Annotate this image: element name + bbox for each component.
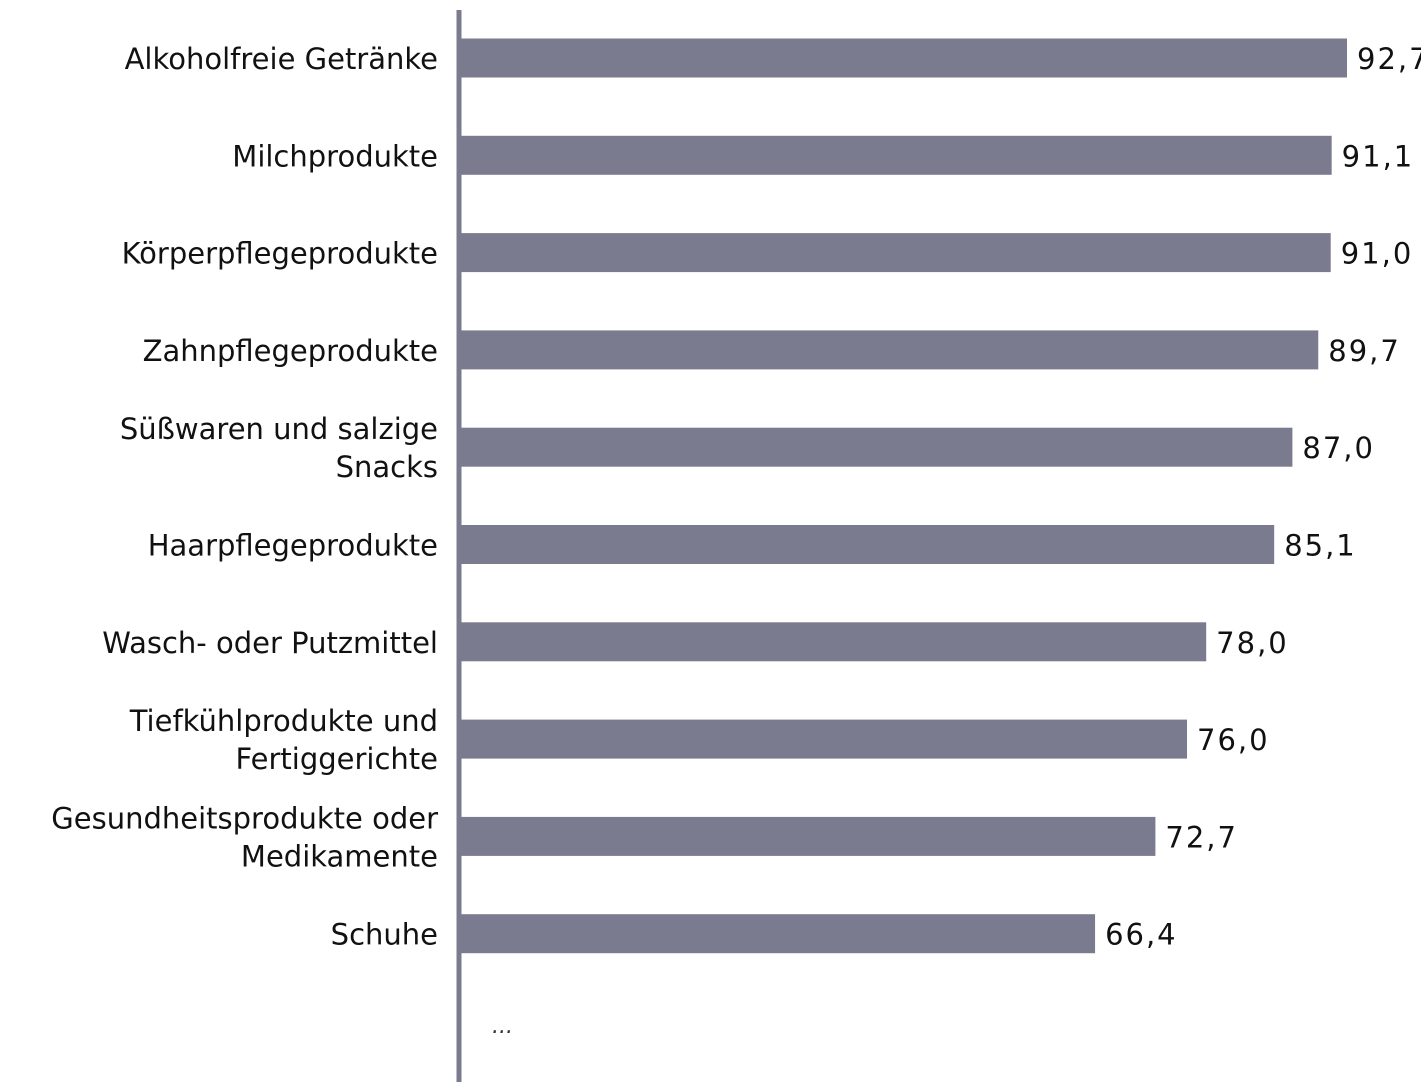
value-label: 76,0 <box>1197 723 1270 757</box>
value-label: 72,7 <box>1165 820 1238 854</box>
category-label-line: Alkoholfreie Getränke <box>125 42 438 76</box>
category-label: Wasch- oder Putzmittel <box>102 626 438 660</box>
bar <box>459 525 1275 564</box>
bar <box>459 330 1319 370</box>
bar <box>459 719 1188 759</box>
category-label-line: Gesundheitsprodukte oder <box>51 801 438 835</box>
bar <box>459 135 1332 175</box>
category-label: Haarpflegeprodukte <box>148 529 438 563</box>
continuation-ellipsis: ... <box>492 1014 513 1039</box>
category-label: Schuhe <box>331 918 438 952</box>
category-label: Zahnpflegeprodukte <box>143 334 438 368</box>
category-label-line: Snacks <box>336 450 438 484</box>
category-label-line: Körperpflegeprodukte <box>122 237 438 271</box>
bar <box>459 233 1331 273</box>
value-label: 89,7 <box>1328 334 1401 368</box>
category-label-line: Fertiggerichte <box>236 742 438 776</box>
category-label: Gesundheitsprodukte oder Medikamente <box>51 801 438 873</box>
category-label-line: Wasch- oder Putzmittel <box>102 626 438 660</box>
category-label: Alkoholfreie Getränke <box>125 42 438 76</box>
category-label-line: Schuhe <box>331 918 438 952</box>
bar <box>459 914 1096 954</box>
value-label: 85,1 <box>1284 529 1357 563</box>
category-label: Tiefkühlprodukte und Fertiggerichte <box>129 704 438 776</box>
category-label-line: Süßwaren und salzige <box>120 412 438 446</box>
bar <box>459 622 1207 662</box>
category-label-line: Haarpflegeprodukte <box>148 529 438 563</box>
category-label: Süßwaren und salzige Snacks <box>120 412 438 484</box>
category-label-line: Tiefkühlprodukte und <box>129 704 438 738</box>
bar <box>459 816 1156 856</box>
value-label: 78,0 <box>1216 626 1289 660</box>
bar <box>459 38 1347 78</box>
value-label: 87,0 <box>1302 431 1375 465</box>
value-label: 66,4 <box>1105 918 1178 952</box>
value-label: 91,1 <box>1342 139 1415 173</box>
category-label-line: Medikamente <box>241 839 438 873</box>
category-label-line: Zahnpflegeprodukte <box>143 334 438 368</box>
category-label-line: Milchprodukte <box>232 139 438 173</box>
category-label: Körperpflegeprodukte <box>122 237 438 271</box>
category-label: Milchprodukte <box>232 139 438 173</box>
value-label: 92,7 <box>1357 42 1421 76</box>
bar <box>459 427 1293 467</box>
value-label: 91,0 <box>1341 237 1414 271</box>
